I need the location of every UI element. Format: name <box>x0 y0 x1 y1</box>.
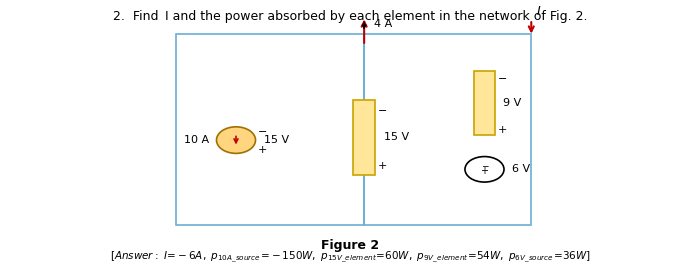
Text: $\it{[Answer:\ I\!=\!-6A,\ p_{10A\_source}\!=\!-150W,\ p_{15V\_element}\!=\!60W,: $\it{[Answer:\ I\!=\!-6A,\ p_{10A\_sourc… <box>110 250 590 265</box>
Text: +: + <box>480 166 489 176</box>
Text: +: + <box>378 161 388 171</box>
Text: +: + <box>258 145 267 155</box>
Text: 15 V: 15 V <box>384 132 409 143</box>
Text: I: I <box>537 5 540 18</box>
Bar <box>474 71 495 135</box>
Text: 6 V: 6 V <box>512 164 531 174</box>
Ellipse shape <box>216 127 256 153</box>
Text: 10 A: 10 A <box>184 135 209 145</box>
Ellipse shape <box>465 157 504 182</box>
Text: +: + <box>498 125 507 135</box>
Bar <box>353 100 375 175</box>
Text: 2.  Find  I and the power absorbed by each element in the network of Fig. 2.: 2. Find I and the power absorbed by each… <box>113 10 587 23</box>
Text: 4 A: 4 A <box>374 19 392 29</box>
Text: 9 V: 9 V <box>503 98 522 108</box>
Text: Figure 2: Figure 2 <box>321 239 379 252</box>
Text: −: − <box>481 162 488 171</box>
Text: −: − <box>498 74 507 84</box>
Text: −: − <box>258 127 267 137</box>
Text: −: − <box>378 107 388 116</box>
Text: 15 V: 15 V <box>264 135 289 145</box>
